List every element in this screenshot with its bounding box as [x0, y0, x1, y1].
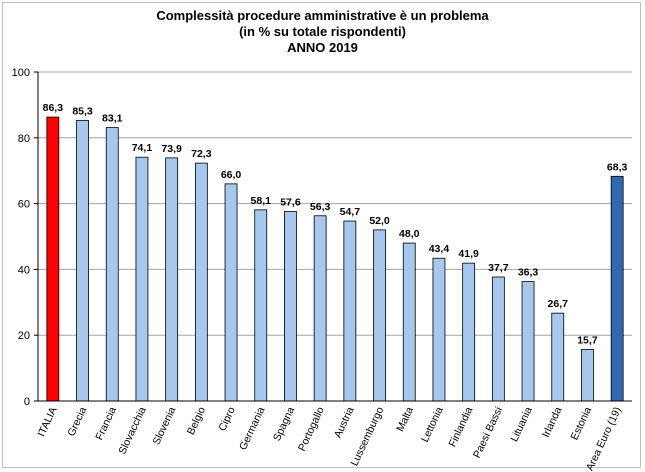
x-tick-label: Malta	[394, 405, 416, 433]
value-label: 74,1	[132, 142, 153, 154]
y-tick-label: 60	[18, 199, 30, 211]
value-label: 52,0	[369, 215, 390, 227]
y-tick-label: 40	[18, 264, 30, 276]
value-label: 56,3	[310, 201, 331, 213]
y-tick-label: 100	[12, 67, 30, 79]
x-tick-label: Estonia	[568, 405, 594, 442]
value-label: 15,7	[577, 334, 598, 346]
x-tick-label: Finlandia	[446, 405, 475, 449]
bar-malta	[402, 242, 416, 402]
x-tick-label: Slovacchia	[116, 405, 148, 456]
bar-estonia	[581, 348, 594, 402]
bar-slovacchia	[135, 156, 149, 402]
y-tick-label: 80	[18, 133, 30, 145]
x-tick-label: Slovenia	[150, 405, 178, 447]
bar-finlandia	[462, 262, 476, 402]
x-tick-label: Lituania	[508, 405, 534, 444]
value-label: 41,9	[458, 248, 479, 260]
chart-title-line-1: Complessità procedure amministrative è u…	[156, 8, 489, 23]
bar-irlanda	[551, 312, 565, 402]
x-tick-label: Belgio	[185, 405, 208, 437]
x-tick-label: Paesi Bassi	[471, 405, 505, 460]
x-tick-label: Germania	[237, 405, 267, 452]
gridlines	[38, 71, 632, 402]
x-tick-label: Francia	[93, 405, 119, 442]
x-tick-label: Lettonia	[419, 405, 446, 444]
value-label: 43,4	[429, 243, 450, 255]
value-label: 66,0	[221, 169, 242, 181]
value-label: 57,6	[280, 196, 301, 208]
value-labels: 86,3 85,3 83,1 74,1 73,9 72,3 66,0 58,1 57,6 56,3…	[43, 102, 628, 346]
x-tick-label: Irlanda	[540, 405, 565, 439]
bar-italia	[46, 116, 60, 402]
bar-portogallo	[313, 215, 327, 402]
bar-area-euro-19	[610, 175, 624, 402]
value-label: 85,3	[72, 105, 93, 117]
chart-title-line-3: ANNO 2019	[287, 40, 358, 55]
y-tick-label: 0	[24, 396, 30, 408]
y-axis-ticks: 0 20 40 60 80 100	[12, 67, 38, 408]
bar-slovenia	[165, 157, 179, 402]
bar-lituania	[521, 281, 535, 402]
bar-cipro	[224, 183, 238, 402]
bar-lussemburgo	[373, 229, 386, 402]
bar-germania	[254, 209, 268, 402]
bar-lettonia	[432, 257, 446, 402]
x-tick-label: Austria	[332, 405, 357, 440]
value-label: 37,7	[488, 262, 509, 274]
x-tick-label: Grecia	[65, 405, 89, 438]
bar-austria	[343, 220, 357, 402]
value-label: 48,0	[399, 228, 420, 240]
bar-francia	[105, 127, 119, 402]
value-label: 72,3	[191, 148, 212, 160]
chart-title: Complessità procedure amministrative è u…	[0, 8, 645, 56]
value-label: 26,7	[548, 298, 569, 310]
bar-paesi-bassi	[491, 276, 505, 402]
x-tick-label: Portogallo	[296, 405, 327, 453]
x-tick-label: Spagna	[271, 405, 297, 443]
bar-spagna	[284, 211, 297, 402]
x-tick-label: Cipro	[216, 405, 238, 433]
value-label: 58,1	[251, 195, 272, 207]
chart-title-line-2: (in % su totale rispondenti)	[239, 24, 406, 39]
bars	[46, 116, 624, 402]
value-label: 68,3	[607, 161, 628, 173]
y-tick-label: 20	[18, 330, 30, 342]
value-label: 83,1	[102, 113, 123, 125]
bar-grecia	[76, 119, 89, 402]
value-label: 86,3	[43, 102, 64, 114]
value-label: 54,7	[340, 206, 361, 218]
value-label: 73,9	[161, 143, 182, 155]
bar-belgio	[194, 162, 208, 402]
value-label: 36,3	[518, 267, 539, 279]
x-tick-label: ITALIA	[35, 405, 59, 438]
